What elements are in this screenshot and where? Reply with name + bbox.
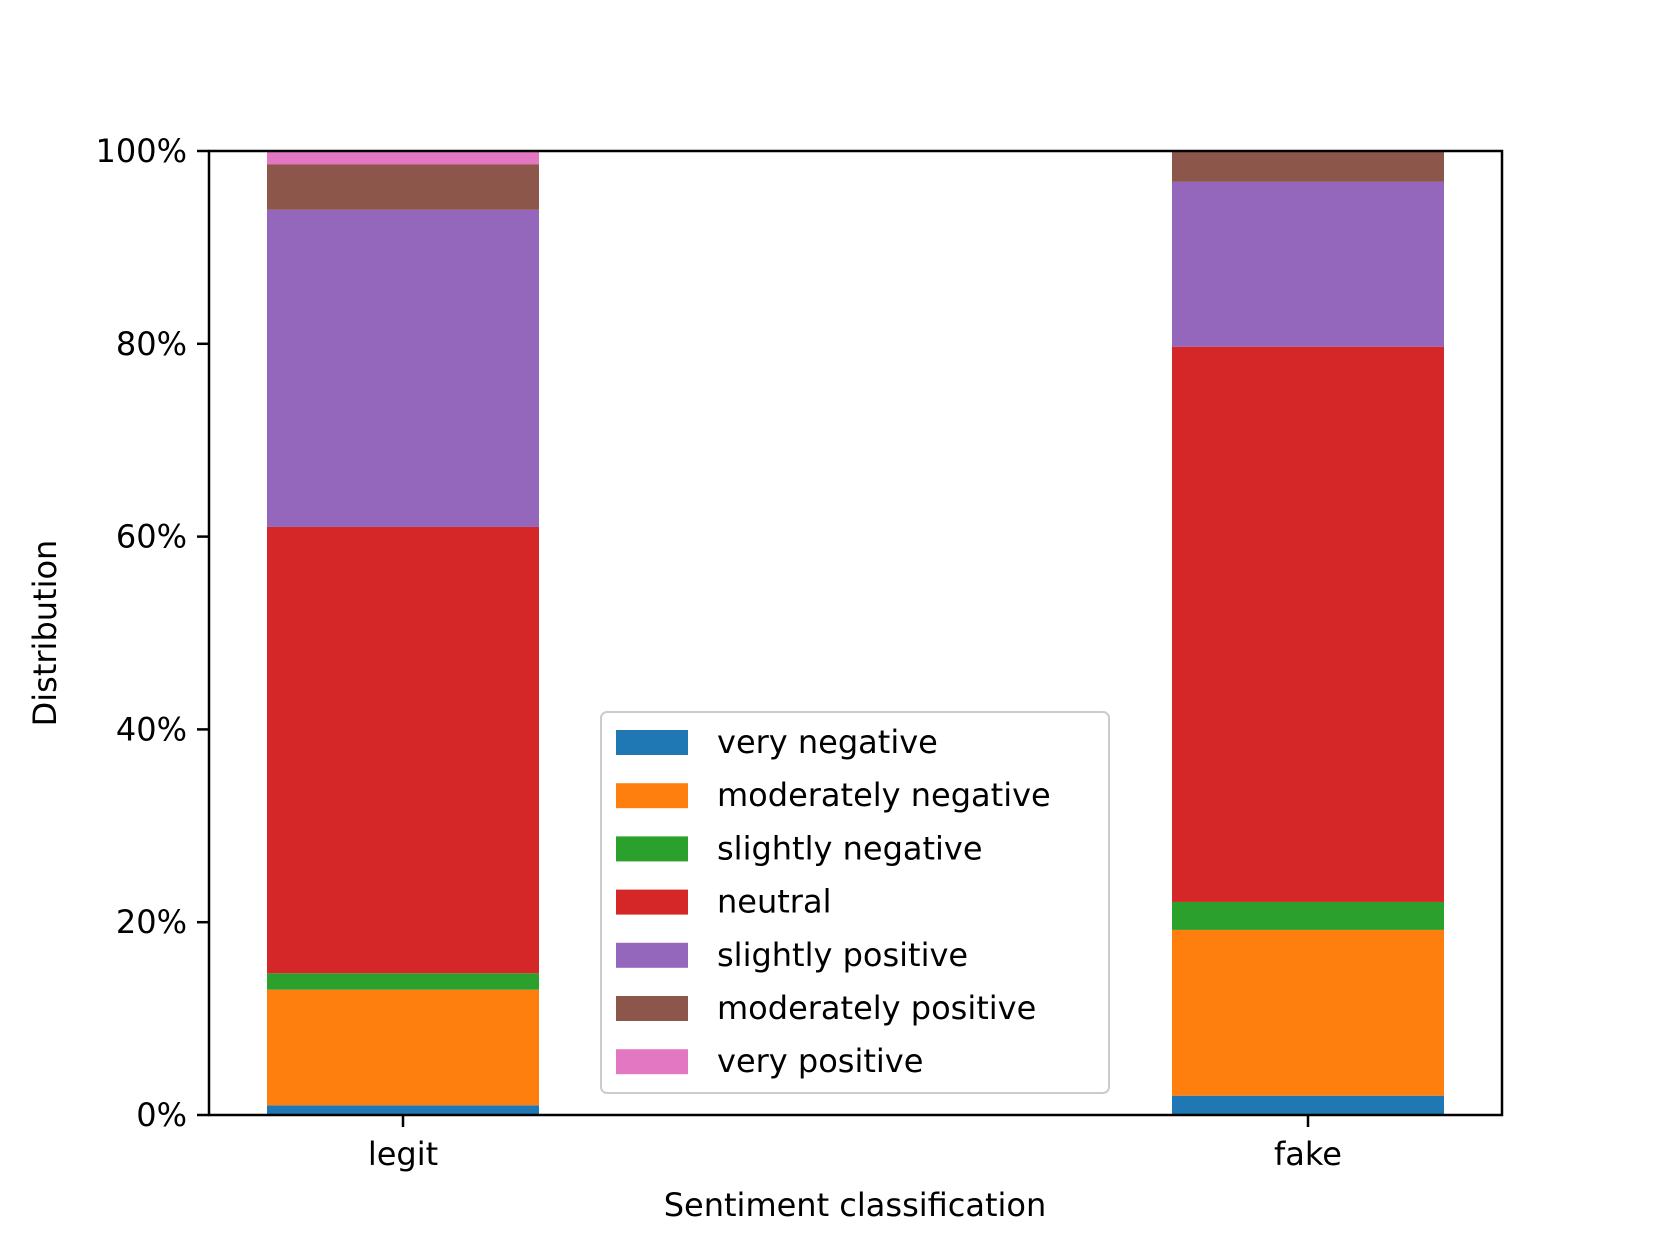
legend-label-very-negative: very negative <box>717 723 938 761</box>
y-tick-label: 40% <box>116 710 187 748</box>
legend-label-slightly-positive: slightly positive <box>717 936 968 974</box>
plot-frame <box>207 149 1504 1117</box>
legend: very negative moderately negative slightly… <box>600 711 1110 1094</box>
ticks-layer: 0% 20% 40% 60% 80% 100% legit fake <box>96 132 1342 1173</box>
legend-label-moderately-negative: moderately negative <box>717 776 1051 814</box>
legend-swatch-slightly-positive <box>616 942 688 968</box>
legend-swatch-very-negative <box>616 730 688 755</box>
bar-segment-legit-moderately-positive <box>267 164 539 210</box>
bar-segment-legit-neutral <box>267 526 539 974</box>
legend-swatch-very-positive <box>616 1049 688 1075</box>
legend-swatch-neutral <box>616 889 688 915</box>
bar-segment-fake-moderately-negative <box>1172 929 1444 1096</box>
x-tick-label-legit: legit <box>368 1135 438 1173</box>
legend-swatch-moderately-negative <box>616 783 688 809</box>
y-tick-label: 20% <box>116 903 187 941</box>
bar-segment-fake-moderately-positive <box>1172 151 1444 182</box>
bar-segment-fake-very-negative <box>1172 1095 1444 1115</box>
bar-segment-legit-very-positive <box>267 151 539 165</box>
legend-frame <box>600 711 1110 1094</box>
y-tick-label: 100% <box>96 132 187 170</box>
bar-segment-legit-very-negative <box>267 1105 539 1115</box>
y-axis-label: Distribution <box>26 540 64 727</box>
x-axis-label: Sentiment classification <box>664 1186 1047 1224</box>
legend-label-moderately-positive: moderately positive <box>717 989 1036 1027</box>
bars-layer <box>267 151 1444 1115</box>
y-tick-label: 80% <box>116 325 187 363</box>
x-tick-label-fake: fake <box>1274 1135 1342 1173</box>
bar-segment-legit-slightly-negative <box>267 973 539 990</box>
legend-label-slightly-negative: slightly negative <box>717 829 983 867</box>
bar-segment-fake-slightly-negative <box>1172 901 1444 930</box>
bar-segment-fake-neutral <box>1172 346 1444 902</box>
bar-segment-legit-slightly-positive <box>267 209 539 527</box>
legend-label-neutral: neutral <box>717 883 831 921</box>
y-tick-label: 0% <box>136 1096 187 1134</box>
legend-label-very-positive: very positive <box>717 1042 923 1080</box>
y-tick-label: 60% <box>116 518 187 556</box>
bar-segment-legit-moderately-negative <box>267 989 539 1106</box>
legend-swatch-moderately-positive <box>616 996 688 1021</box>
bar-segment-fake-slightly-positive <box>1172 181 1444 347</box>
legend-swatch-slightly-negative <box>616 836 688 862</box>
